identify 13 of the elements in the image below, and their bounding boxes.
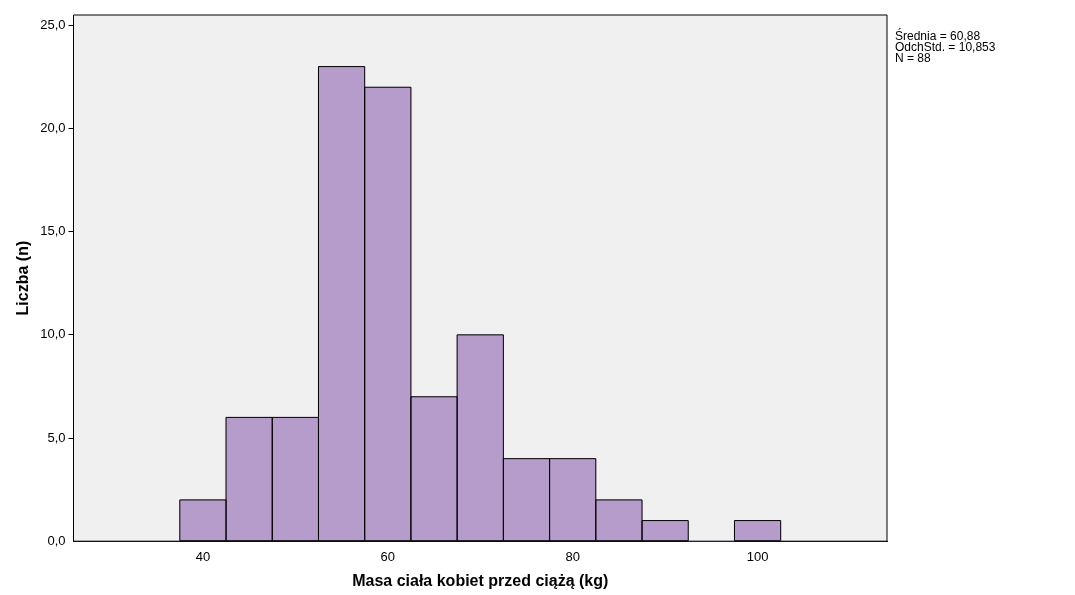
y-tick-label: 0,0 [47,532,66,548]
x-tick-label: 40 [195,548,211,564]
x-tick-label: 100 [746,548,769,564]
y-tick-label: 5,0 [47,429,66,445]
y-tick-label: 10,0 [40,326,66,342]
x-axis-title: Masa ciała kobiet przed ciążą (kg) [352,571,609,589]
text: N = 88 [895,51,932,66]
y-axis-title: Liczba (n) [14,240,32,316]
y-tick-label: 15,0 [40,223,66,239]
x-tick-label: 60 [380,548,396,564]
y-tick-label: 20,0 [40,120,66,136]
y-tick-label: 25,0 [40,16,66,32]
x-tick-label: 80 [565,548,580,564]
